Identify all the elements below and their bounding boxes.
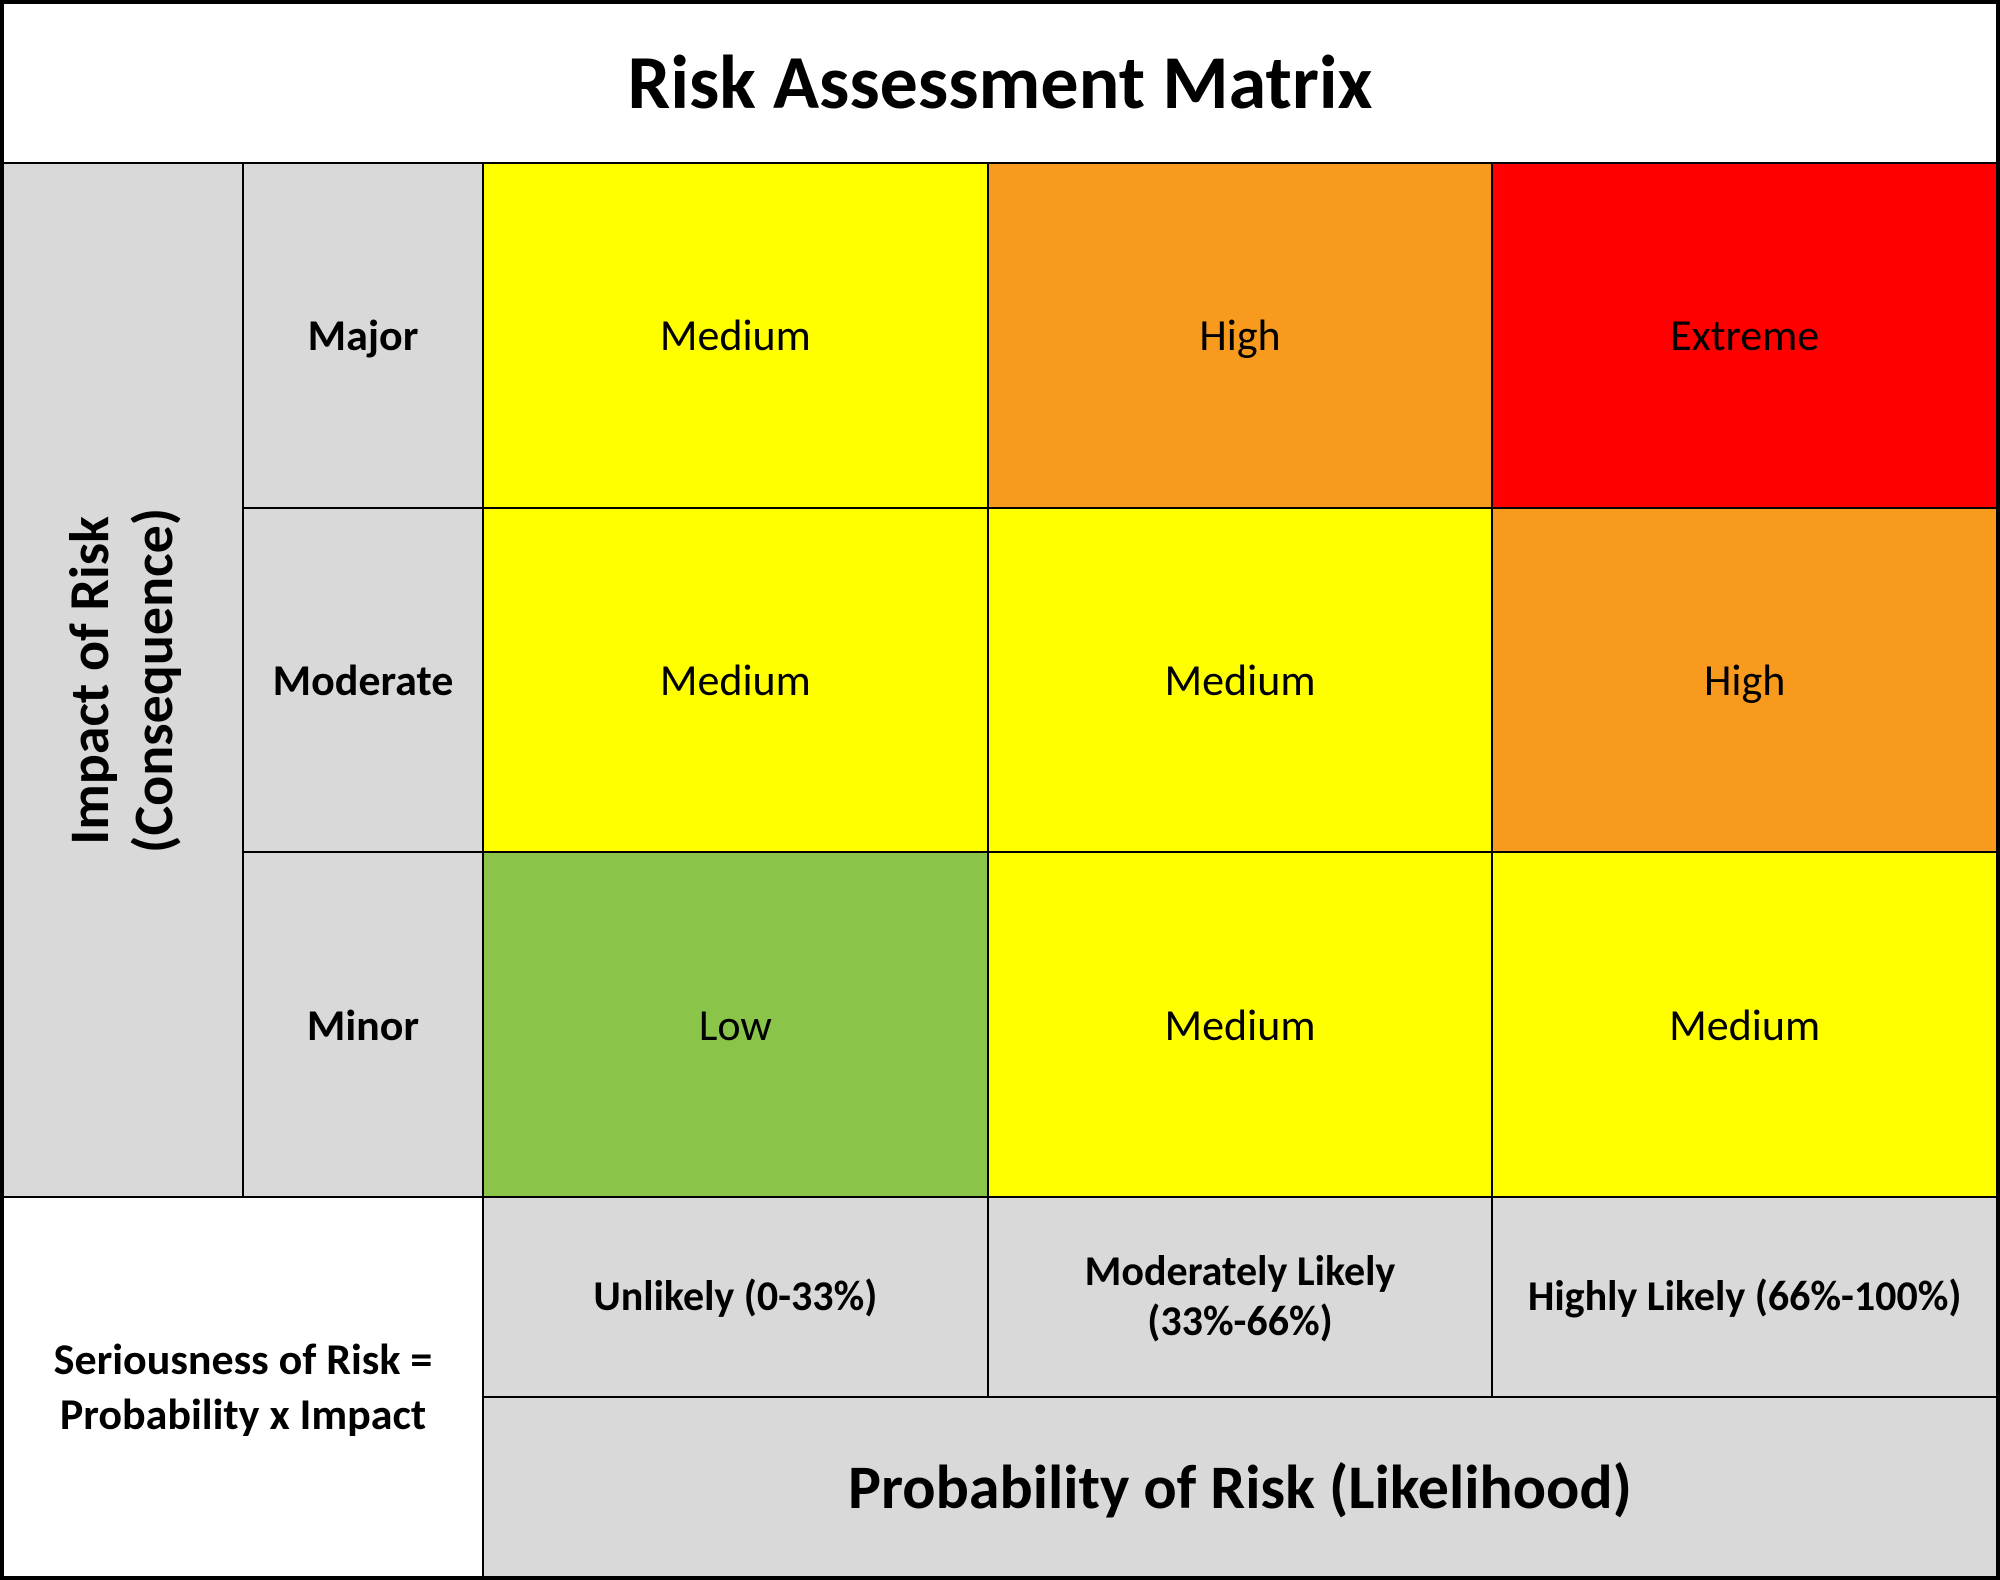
risk-cell-0-1: High <box>988 163 1493 508</box>
footer-note-line1: Seriousness of Risk = <box>54 1332 433 1386</box>
y-level-major: Major <box>243 163 483 508</box>
risk-cell-1-0: Medium <box>483 508 988 853</box>
y-axis-line2: (Consequence) <box>121 507 189 852</box>
y-axis-line1: Impact of Risk <box>57 516 125 845</box>
x-level-moderately-likely: Moderately Likely (33%-66%) <box>988 1197 1493 1397</box>
risk-matrix: Risk Assessment Matrix Impact of Risk (C… <box>0 0 2000 1580</box>
risk-cell-2-2: Medium <box>1492 852 1997 1197</box>
y-level-minor: Minor <box>243 852 483 1197</box>
y-level-moderate: Moderate <box>243 508 483 853</box>
risk-cell-2-0: Low <box>483 852 988 1197</box>
risk-cell-1-1: Medium <box>988 508 1493 853</box>
risk-cell-0-2: Extreme <box>1492 163 1997 508</box>
matrix-title: Risk Assessment Matrix <box>3 3 1997 163</box>
footer-note-line2: Probability x Impact <box>60 1387 426 1441</box>
footer-note: Seriousness of Risk = Probability x Impa… <box>3 1197 483 1577</box>
risk-cell-0-0: Medium <box>483 163 988 508</box>
risk-cell-2-1: Medium <box>988 852 1493 1197</box>
y-axis-title: Impact of Risk (Consequence) <box>3 163 243 1197</box>
x-axis-title: Probability of Risk (Likelihood) <box>483 1397 1997 1577</box>
x-level-unlikely: Unlikely (0-33%) <box>483 1197 988 1397</box>
x-level-highly-likely: Highly Likely (66%-100%) <box>1492 1197 1997 1397</box>
risk-cell-1-2: High <box>1492 508 1997 853</box>
